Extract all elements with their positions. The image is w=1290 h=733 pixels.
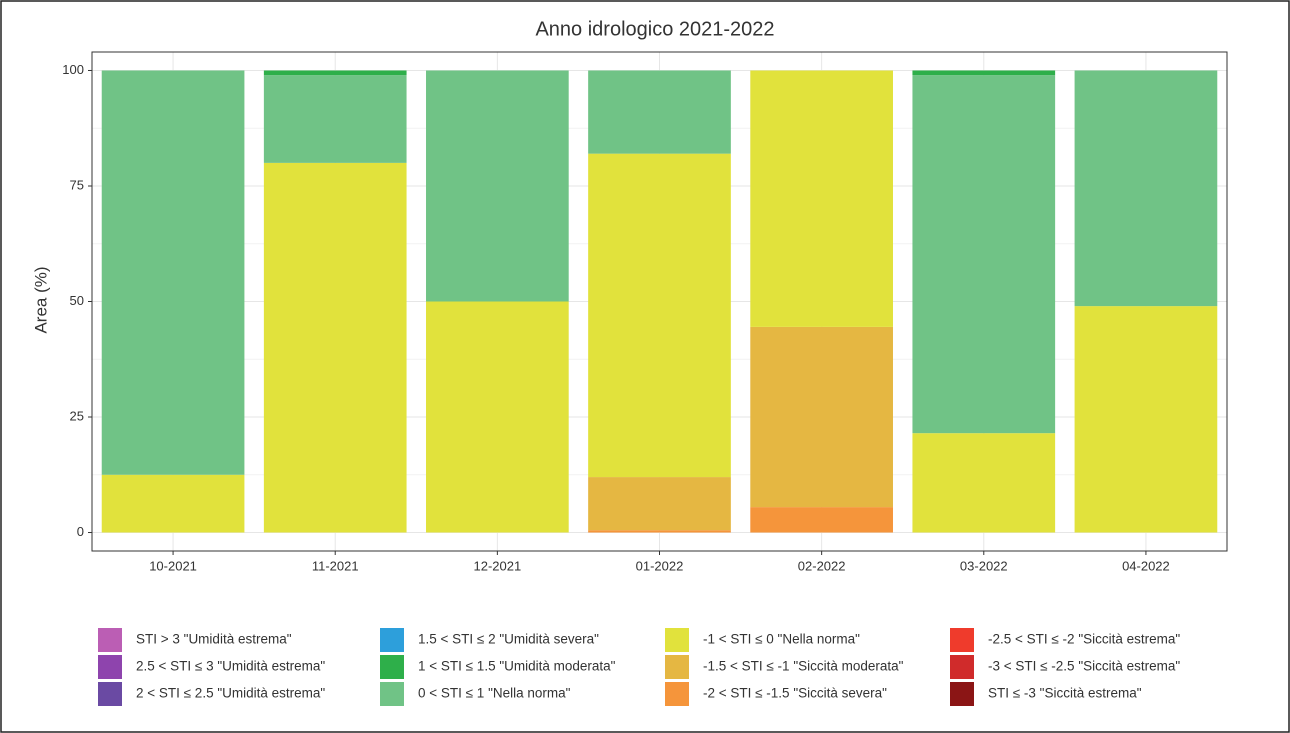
- legend-swatch: [950, 655, 974, 679]
- chart-title: Anno idrologico 2021-2022: [535, 18, 774, 40]
- legend-swatch: [665, 628, 689, 652]
- legend-label: -1 < STI ≤ 0 "Nella norma": [703, 632, 860, 647]
- bar-segment: [750, 326, 893, 508]
- legend-label: -3 < STI ≤ -2.5 "Siccità estrema": [988, 659, 1180, 674]
- legend-swatch: [98, 655, 122, 679]
- legend-label: 1 < STI ≤ 1.5 "Umidità moderata": [418, 659, 616, 674]
- bar-segment: [750, 70, 893, 327]
- x-tick-label: 04-2022: [1122, 558, 1170, 573]
- bar-segment: [912, 75, 1056, 434]
- legend-label: 2.5 < STI ≤ 3 "Umidità estrema": [136, 659, 325, 674]
- legend-label: STI ≤ -3 "Siccità estrema": [988, 686, 1142, 701]
- legend-label: 2 < STI ≤ 2.5 "Umidità estrema": [136, 686, 325, 701]
- bar-segment: [263, 75, 407, 163]
- x-tick-label: 12-2021: [473, 558, 521, 573]
- legend-swatch: [665, 682, 689, 706]
- bar-segment: [912, 70, 1056, 76]
- y-tick-label: 50: [70, 293, 84, 308]
- legend-swatch: [380, 655, 404, 679]
- legend-swatch: [98, 628, 122, 652]
- bar-segment: [1074, 70, 1218, 307]
- bar-segment: [263, 70, 407, 76]
- bar-segment: [912, 433, 1056, 533]
- legend-swatch: [950, 682, 974, 706]
- x-tick-label: 10-2021: [149, 558, 197, 573]
- x-tick-label: 02-2022: [798, 558, 846, 573]
- bar-segment: [588, 477, 731, 531]
- bar-segment: [750, 507, 893, 533]
- legend-swatch: [380, 682, 404, 706]
- bar-segment: [101, 70, 245, 475]
- legend-swatch: [950, 628, 974, 652]
- bar-segment: [588, 70, 731, 154]
- bar-segment: [101, 474, 245, 533]
- legend-swatch: [380, 628, 404, 652]
- legend-label: -2.5 < STI ≤ -2 "Siccità estrema": [988, 632, 1180, 647]
- bar-segment: [426, 301, 569, 533]
- bar-segment: [588, 153, 731, 478]
- bar-segment: [588, 530, 731, 533]
- y-tick-label: 100: [62, 62, 84, 77]
- legend-label: 1.5 < STI ≤ 2 "Umidità severa": [418, 632, 599, 647]
- legend-label: STI > 3 "Umidità estrema": [136, 632, 292, 647]
- x-tick-label: 11-2021: [312, 558, 359, 573]
- legend-swatch: [98, 682, 122, 706]
- legend-swatch: [665, 655, 689, 679]
- y-tick-label: 0: [77, 524, 84, 539]
- legend-label: 0 < STI ≤ 1 "Nella norma": [418, 686, 571, 701]
- legend-label: -2 < STI ≤ -1.5 "Siccità severa": [703, 686, 887, 701]
- y-axis-label: Area (%): [31, 266, 50, 333]
- x-tick-label: 01-2022: [636, 558, 684, 573]
- x-tick-label: 03-2022: [960, 558, 1008, 573]
- legend-label: -1.5 < STI ≤ -1 "Siccità moderata": [703, 659, 904, 674]
- bar-segment: [426, 70, 569, 302]
- y-tick-label: 75: [70, 177, 84, 192]
- plot-border: [91, 51, 1228, 552]
- bar-segment: [263, 162, 407, 533]
- y-tick-label: 25: [70, 408, 84, 423]
- bar-segment: [1074, 306, 1218, 533]
